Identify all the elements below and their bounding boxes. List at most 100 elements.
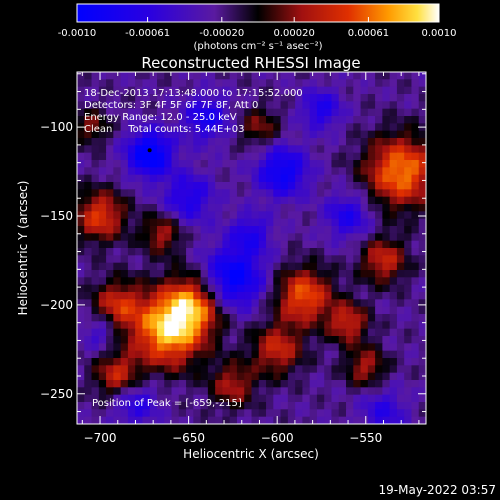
heatmap-cell <box>411 160 420 168</box>
heatmap-cell <box>353 101 362 110</box>
heatmap-cell <box>404 365 413 374</box>
heatmap-cell <box>367 79 376 88</box>
heatmap-cell <box>135 416 144 424</box>
heatmap-cell <box>156 343 165 352</box>
heatmap-cell <box>135 94 144 102</box>
heatmap-cell <box>106 358 114 366</box>
heatmap-cell <box>135 387 144 396</box>
heatmap-cell <box>244 138 253 146</box>
heatmap-cell <box>309 189 318 198</box>
heatmap-cell <box>273 262 282 271</box>
heatmap-cell <box>77 328 85 337</box>
heatmap-cell <box>244 160 253 168</box>
heatmap-cell <box>142 262 151 271</box>
heatmap-cell <box>200 372 209 381</box>
heatmap-cell <box>229 343 238 352</box>
heatmap-cell <box>149 189 158 198</box>
heatmap-cell <box>338 416 347 424</box>
heatmap-cell <box>156 86 165 95</box>
heatmap-cell <box>207 204 216 212</box>
heatmap-cell <box>127 138 136 146</box>
heatmap-cell <box>251 94 260 102</box>
heatmap-cell <box>229 130 238 139</box>
heatmap-cell <box>236 145 245 154</box>
heatmap-cell <box>266 248 274 256</box>
heatmap-cell <box>186 270 194 278</box>
heatmap-cell <box>149 138 158 146</box>
heatmap-cell <box>113 160 122 168</box>
heatmap-cell <box>367 130 376 139</box>
heatmap-cell <box>375 211 383 220</box>
heatmap-cell <box>171 160 180 168</box>
heatmap-cell <box>375 248 383 256</box>
heatmap-cell <box>156 336 165 344</box>
heatmap-cell <box>127 409 136 418</box>
heatmap-cell <box>418 358 426 366</box>
heatmap-cell <box>142 284 151 293</box>
heatmap-cell <box>273 182 282 190</box>
heatmap-cell <box>193 409 202 418</box>
heatmap-cell <box>84 416 93 424</box>
heatmap-cell <box>280 130 289 139</box>
heatmap-cell <box>418 394 426 403</box>
heatmap-cell <box>222 233 231 242</box>
heatmap-cell <box>338 372 347 381</box>
heatmap-cell <box>273 130 282 139</box>
heatmap-cell <box>200 380 209 388</box>
heatmap-cell <box>142 189 151 198</box>
heatmap-cell <box>266 233 274 242</box>
heatmap-cell <box>207 86 216 95</box>
colorbar-tick-label: 0.00061 <box>348 28 389 39</box>
heatmap-cell <box>178 160 187 168</box>
heatmap-cell <box>91 409 100 418</box>
heatmap-cell <box>353 402 362 410</box>
heatmap-cell <box>84 394 93 403</box>
heatmap-cell <box>396 277 405 286</box>
heatmap-cell <box>207 343 216 352</box>
heatmap-cell <box>404 270 413 278</box>
heatmap-cell <box>396 160 405 168</box>
heatmap-cell <box>367 233 376 242</box>
heatmap-cell <box>266 365 274 374</box>
heatmap-cell <box>229 123 238 132</box>
heatmap-cell <box>186 108 194 117</box>
heatmap-cell <box>193 343 202 352</box>
heatmap-cell <box>207 79 216 88</box>
heatmap-cell <box>178 94 187 102</box>
heatmap-cell <box>244 152 253 161</box>
heatmap-cell <box>266 416 274 424</box>
heatmap-cell <box>287 211 296 220</box>
heatmap-cell <box>258 336 267 344</box>
heatmap-cell <box>236 204 245 212</box>
heatmap-cell <box>84 314 93 322</box>
heatmap-cell <box>404 94 413 102</box>
heatmap-cell <box>316 321 325 330</box>
heatmap-cell <box>375 314 383 322</box>
heatmap-cell <box>324 226 333 234</box>
heatmap-cell <box>142 72 151 80</box>
heatmap-cell <box>142 394 151 403</box>
heatmap-cell <box>91 204 100 212</box>
annotations: 18-Dec-2013 17:13:48.000 to 17:15:52.000… <box>84 88 303 409</box>
heatmap-cell <box>171 130 180 139</box>
heatmap-cell <box>178 152 187 161</box>
heatmap-cell <box>149 233 158 242</box>
heatmap-cell <box>411 86 420 95</box>
heatmap-cell <box>396 189 405 198</box>
heatmap-cell <box>295 130 303 139</box>
heatmap-cell <box>215 94 224 102</box>
heatmap-cell <box>389 336 398 344</box>
heatmap-cell <box>149 365 158 374</box>
heatmap-cell <box>353 299 362 308</box>
heatmap-cell <box>382 248 391 256</box>
heatmap-cell <box>178 394 187 403</box>
heatmap-cell <box>98 211 107 220</box>
heatmap-cell <box>353 292 362 300</box>
heatmap-cell <box>404 343 413 352</box>
heatmap-cell <box>178 123 187 132</box>
heatmap-cell <box>353 321 362 330</box>
heatmap-cell <box>91 218 100 227</box>
heatmap-cell <box>331 321 340 330</box>
heatmap-cell <box>280 409 289 418</box>
colorbar-label: (photons cm⁻² s⁻¹ asec⁻²) <box>193 41 322 52</box>
